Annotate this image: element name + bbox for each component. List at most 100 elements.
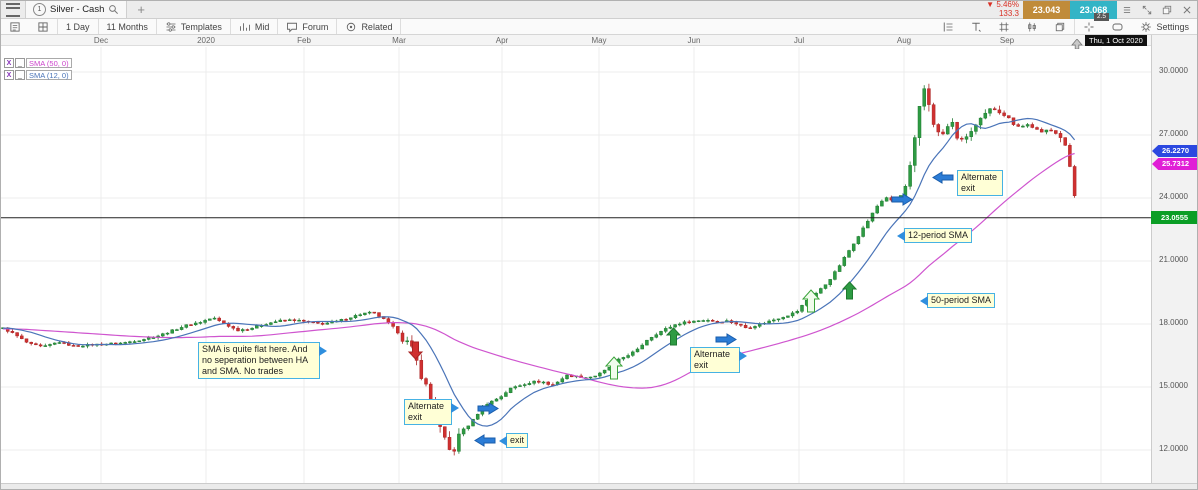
sma50-value-badge: 25.7312 bbox=[1152, 158, 1197, 170]
change-points: 133.3 bbox=[998, 8, 1019, 18]
layers-icon bbox=[1056, 22, 1065, 31]
month-label: Feb bbox=[297, 36, 311, 45]
month-label: Apr bbox=[495, 36, 509, 45]
legend-sma50: X _ SMA (50, 0) bbox=[4, 58, 72, 68]
grid-toggle-button[interactable] bbox=[990, 19, 1018, 34]
month-label: Dec bbox=[93, 36, 109, 45]
legend-close-button[interactable]: X bbox=[4, 70, 14, 80]
toolbar: 1 Day 11 Months Templates Mid Forum Rela… bbox=[1, 19, 1197, 35]
layout-grid-button[interactable] bbox=[29, 19, 57, 34]
text-tool-button[interactable] bbox=[962, 19, 990, 34]
align-list-icon bbox=[944, 22, 953, 31]
month-label: Jul bbox=[793, 36, 805, 45]
toolbar-separator bbox=[229, 19, 231, 34]
related-label: Related bbox=[361, 21, 393, 32]
trade-marker-right-blue[interactable] bbox=[891, 193, 913, 206]
mid-price-button[interactable]: Mid bbox=[231, 19, 278, 34]
note-alternate-exit-3[interactable]: Alternate exit bbox=[957, 170, 1003, 196]
restore-window-icon[interactable] bbox=[1157, 1, 1177, 18]
chart-style-button[interactable] bbox=[1018, 19, 1046, 34]
note-alternate-exit-1[interactable]: Alternate exit bbox=[404, 399, 459, 425]
notes-panel-button[interactable] bbox=[1, 19, 29, 34]
note-sma-flat[interactable]: SMA is quite flat here. And no seperatio… bbox=[198, 342, 327, 379]
gear-icon bbox=[1141, 21, 1152, 32]
settings-button[interactable]: Settings bbox=[1132, 19, 1197, 34]
trade-marker-up-hollow[interactable] bbox=[801, 289, 821, 313]
fullscreen-icon[interactable] bbox=[1137, 1, 1157, 18]
callout-tool-button[interactable] bbox=[1103, 19, 1132, 34]
cursor-icon bbox=[1071, 39, 1083, 49]
date-cursor-tooltip: Thu, 1 Oct 2020 bbox=[1085, 35, 1147, 46]
chart-tab[interactable]: 1 Silver - Cash bbox=[25, 1, 128, 18]
trade-marker-left-blue[interactable] bbox=[932, 171, 954, 184]
forum-icon bbox=[287, 22, 298, 33]
price-tick-label: 24.0000 bbox=[1159, 192, 1188, 201]
mid-label: Mid bbox=[254, 21, 270, 32]
new-tab-button[interactable]: + bbox=[137, 2, 145, 17]
trade-marker-right-blue[interactable] bbox=[715, 333, 737, 346]
layers-button[interactable] bbox=[1046, 19, 1074, 34]
templates-button[interactable]: Templates bbox=[157, 19, 230, 34]
related-button[interactable]: Related bbox=[337, 19, 400, 34]
note-12-period-sma[interactable]: 12-period SMA bbox=[896, 228, 973, 243]
bid-price-badge[interactable]: 23.043 bbox=[1023, 1, 1070, 19]
price-axis[interactable]: 30.0000 27.0000 24.0000 21.0000 18.0000 15.00… bbox=[1151, 35, 1197, 483]
legend-minimize-button[interactable]: _ bbox=[15, 70, 25, 80]
toolbar-separator bbox=[336, 19, 338, 34]
trade-marker-down-solid[interactable] bbox=[407, 341, 424, 360]
legend-sma12-label[interactable]: SMA (12, 0) bbox=[26, 70, 72, 80]
main-menu-button[interactable] bbox=[1, 1, 25, 18]
last-price-badge: 23.0555 bbox=[1151, 211, 1197, 224]
toolbar-separator bbox=[57, 19, 58, 34]
note-alternate-exit-2[interactable]: Alternate exit bbox=[690, 347, 747, 373]
sma-12-line[interactable] bbox=[2, 117, 1076, 427]
titlebar: 1 Silver - Cash + ▼ 5.46% 133.3 23.043 2… bbox=[1, 1, 1197, 19]
settings-label: Settings bbox=[1156, 21, 1189, 32]
drag-handle-icon[interactable] bbox=[1117, 1, 1137, 18]
trade-marker-up-solid[interactable] bbox=[841, 281, 858, 300]
chart-canvas[interactable] bbox=[1, 46, 1151, 483]
layout-grid-icon bbox=[38, 21, 48, 32]
note-exit[interactable]: exit bbox=[498, 433, 529, 448]
notes-icon bbox=[10, 21, 20, 32]
tab-title: Silver - Cash bbox=[50, 4, 105, 15]
note-50-period-sma[interactable]: 50-period SMA bbox=[919, 293, 996, 308]
candlestick-layer bbox=[1, 83, 1077, 456]
trade-marker-left-blue[interactable] bbox=[474, 434, 496, 447]
mid-price-icon bbox=[239, 22, 250, 31]
sma-50-line[interactable] bbox=[3, 152, 1075, 389]
chart-style-icon bbox=[1028, 22, 1037, 31]
toolbar-separator bbox=[400, 19, 402, 34]
timeframe-label: 1 Day bbox=[66, 21, 90, 32]
legend-close-button[interactable]: X bbox=[4, 58, 14, 68]
templates-label: Templates bbox=[180, 21, 222, 32]
trade-marker-right-blue[interactable] bbox=[477, 402, 499, 415]
hamburger-icon bbox=[6, 2, 20, 17]
spread-badge: 2.5 bbox=[1094, 13, 1110, 21]
horizontal-scrollbar[interactable] bbox=[1, 483, 1197, 489]
close-icon[interactable] bbox=[1177, 1, 1197, 18]
date-axis[interactable]: Dec 2020 Feb Mar Apr May Jun Jul Aug Sep bbox=[1, 35, 1151, 46]
forum-button[interactable]: Forum bbox=[278, 19, 336, 34]
sliders-icon bbox=[166, 21, 176, 32]
timeframe-button[interactable]: 1 Day bbox=[58, 19, 98, 34]
crosshair-button[interactable] bbox=[1075, 19, 1103, 34]
range-label: 11 Months bbox=[106, 21, 148, 32]
change-percent: ▼ 5.46% bbox=[986, 0, 1019, 9]
price-tick-label: 21.0000 bbox=[1159, 255, 1188, 264]
legend-sma50-label[interactable]: SMA (50, 0) bbox=[26, 58, 72, 68]
callout-icon bbox=[1113, 23, 1123, 30]
trade-marker-up-solid[interactable] bbox=[665, 327, 682, 346]
legend-sma12: X _ SMA (12, 0) bbox=[4, 70, 72, 80]
search-icon[interactable] bbox=[108, 4, 119, 15]
align-list-button[interactable] bbox=[934, 19, 962, 34]
month-label: Jun bbox=[687, 36, 701, 45]
month-label: May bbox=[591, 36, 607, 45]
legend-minimize-button[interactable]: _ bbox=[15, 58, 25, 68]
range-button[interactable]: 11 Months bbox=[99, 19, 156, 34]
grid-hash-icon bbox=[999, 22, 1009, 31]
month-label: Aug bbox=[896, 36, 912, 45]
trade-marker-up-hollow[interactable] bbox=[604, 356, 624, 380]
chart-plot[interactable] bbox=[1, 46, 1151, 483]
